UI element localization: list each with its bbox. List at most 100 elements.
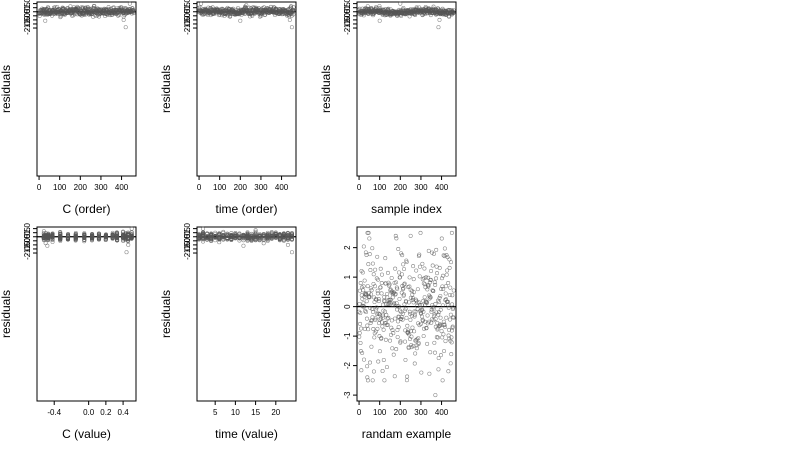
data-point xyxy=(411,264,416,269)
data-point xyxy=(406,328,411,333)
data-point xyxy=(438,353,443,358)
y-tick-label: -2 xyxy=(343,362,352,370)
data-point xyxy=(388,338,392,343)
data-point xyxy=(269,234,274,239)
y-tick-label: 0.5 xyxy=(183,2,192,14)
data-point xyxy=(82,231,87,236)
data-point xyxy=(439,286,444,291)
data-point xyxy=(46,237,51,242)
data-point xyxy=(418,303,423,307)
data-point xyxy=(370,261,375,266)
data-point xyxy=(431,306,436,311)
y-tick-label: -2.0 xyxy=(183,246,192,260)
data-point xyxy=(363,293,368,298)
data-point xyxy=(257,235,262,240)
data-point xyxy=(374,276,379,281)
data-point xyxy=(122,6,127,11)
data-point xyxy=(449,352,454,357)
data-point xyxy=(369,292,373,297)
data-point xyxy=(438,322,443,327)
data-point xyxy=(237,233,242,238)
data-point xyxy=(428,350,433,355)
data-point xyxy=(445,268,450,273)
data-point xyxy=(123,25,128,30)
data-point xyxy=(53,5,58,10)
data-point xyxy=(448,361,453,366)
data-point xyxy=(405,331,410,336)
data-point xyxy=(281,238,286,243)
data-point xyxy=(269,232,274,237)
y-axis-label: residuals xyxy=(0,65,13,113)
data-point xyxy=(253,234,258,239)
data-point xyxy=(289,4,294,9)
data-point xyxy=(417,264,422,269)
data-point xyxy=(426,248,431,253)
y-tick-label: 0.5 xyxy=(23,2,32,14)
data-point xyxy=(225,233,230,238)
data-point xyxy=(448,312,453,317)
x-tick-label: 400 xyxy=(435,183,449,192)
data-point xyxy=(438,294,443,299)
data-point xyxy=(398,1,403,6)
data-point xyxy=(448,317,452,322)
data-point xyxy=(245,236,250,241)
y-tick-label: -0.5 xyxy=(343,8,352,22)
data-point xyxy=(58,235,63,240)
data-point xyxy=(253,229,258,234)
data-point xyxy=(390,346,395,351)
data-point xyxy=(451,10,456,15)
data-point xyxy=(443,291,448,296)
data-point xyxy=(424,275,429,280)
data-point xyxy=(383,256,388,261)
data-point xyxy=(377,349,382,354)
x-tick-label: 200 xyxy=(234,183,248,192)
data-point xyxy=(411,277,416,282)
data-point xyxy=(449,328,454,333)
data-point xyxy=(124,250,129,255)
data-point xyxy=(446,369,451,374)
y-tick-label: -1.5 xyxy=(183,242,192,256)
data-point xyxy=(50,233,55,238)
data-point xyxy=(443,324,448,329)
data-point xyxy=(46,232,51,237)
data-point xyxy=(114,230,119,235)
data-point xyxy=(401,5,406,10)
data-point xyxy=(444,253,449,258)
data-point xyxy=(394,236,399,241)
data-point xyxy=(217,236,222,241)
data-point xyxy=(213,235,218,240)
data-point xyxy=(416,336,421,341)
y-tick-label: 0.0 xyxy=(343,6,352,18)
data-point xyxy=(429,309,434,314)
data-point xyxy=(360,350,365,355)
data-point xyxy=(404,260,409,265)
data-point xyxy=(197,232,201,237)
x-axis-label: C (value) xyxy=(62,427,111,441)
data-point xyxy=(291,7,296,12)
y-tick-label: 0.5 xyxy=(183,227,192,239)
data-point xyxy=(425,313,430,318)
data-point xyxy=(405,323,410,328)
data-point xyxy=(445,255,450,260)
data-point xyxy=(90,234,95,239)
y-tick-label: 1.0 xyxy=(23,223,32,235)
data-point xyxy=(225,235,230,240)
data-point xyxy=(433,393,438,398)
data-point xyxy=(197,236,202,241)
data-point xyxy=(386,315,391,320)
data-point xyxy=(360,296,365,301)
data-point xyxy=(424,300,429,305)
data-point xyxy=(90,233,95,238)
x-tick-label: 300 xyxy=(414,408,428,417)
x-tick-label: 400 xyxy=(435,408,449,417)
data-point xyxy=(199,1,204,6)
data-point xyxy=(217,234,222,239)
data-point xyxy=(360,270,365,275)
data-point xyxy=(72,12,77,17)
data-point xyxy=(201,231,206,236)
data-point xyxy=(392,301,397,306)
data-point xyxy=(411,290,416,295)
data-point xyxy=(412,361,417,366)
x-tick-label: 0 xyxy=(197,183,202,192)
data-point xyxy=(375,326,380,331)
